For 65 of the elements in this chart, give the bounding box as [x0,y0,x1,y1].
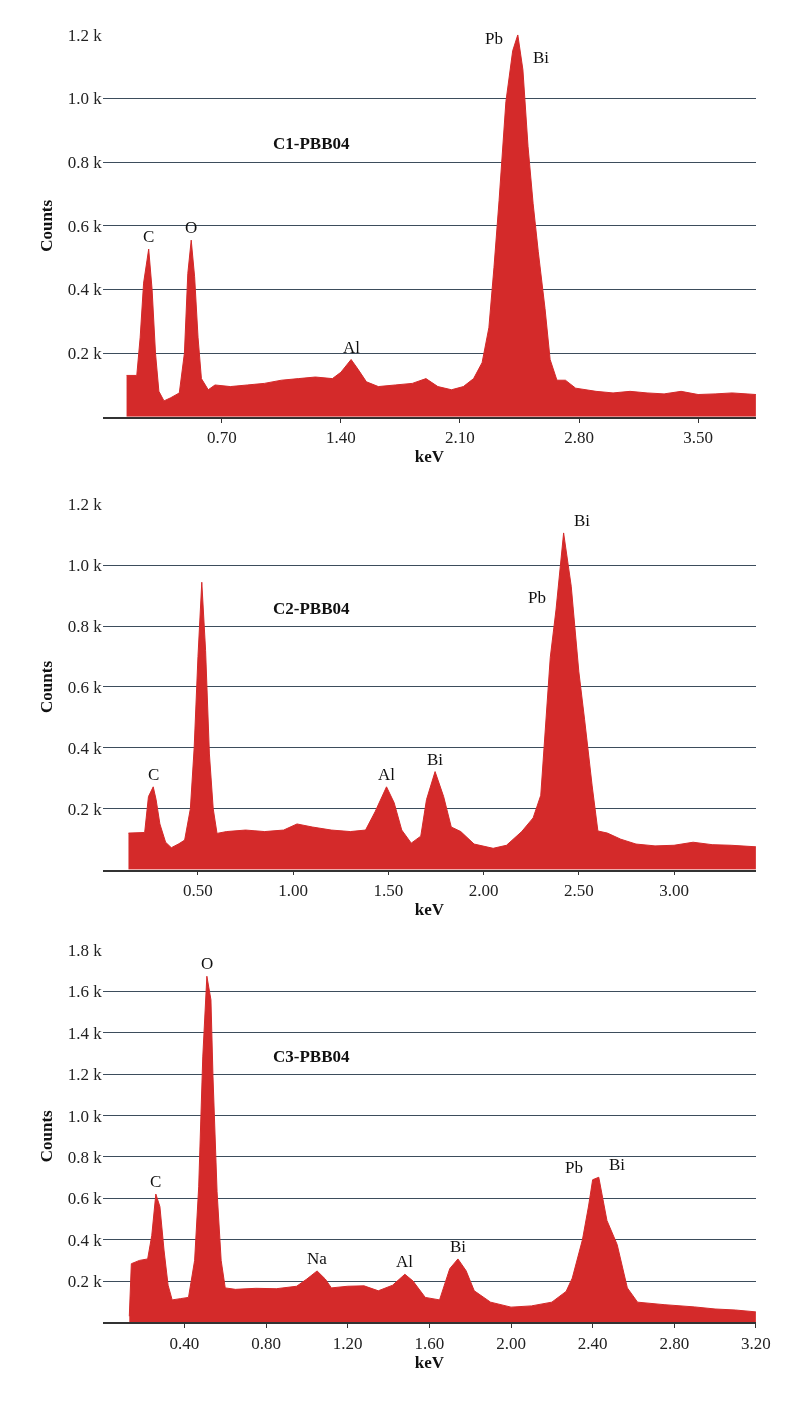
x-tick-label: 1.20 [332,1333,363,1353]
y-tick-label: 1.0 k [67,556,103,576]
y-tick-label: 1.2 k [67,495,103,515]
annotation: O [201,954,214,973]
annotation: Bi [574,511,591,530]
y-tick-label: 1.4 k [67,1023,103,1043]
y-tick-label: 1.2 k [67,1065,103,1085]
annotation: C [150,1172,162,1191]
y-tick-label: 0.4 k [67,280,103,300]
y-axis-title: Counts [37,1109,57,1163]
y-tick-label: 0.2 k [67,344,103,364]
x-tick-label: 1.40 [326,427,356,447]
x-tick-label: 1.50 [373,880,404,900]
y-tick-label: 1.2 k [67,25,103,45]
annotation: Bi [533,48,550,67]
x-tick-label: 2.50 [563,880,594,900]
x-axis-title: keV [414,1352,445,1372]
text: C1-PBB04 [273,134,350,153]
annotation: Na [307,1249,328,1268]
annotation: C [143,227,155,246]
annotation: Al [378,765,396,784]
y-tick-label: 0.4 k [67,738,103,758]
y-tick-label: 1.0 k [67,89,103,109]
x-tick-label: 0.80 [251,1333,281,1353]
y-tick-label: 0.6 k [67,1189,103,1209]
annotation: C [148,765,160,784]
annotation: Pb [565,1158,583,1177]
x-tick-label: 2.40 [577,1333,608,1353]
text: C2-PBB04 [273,599,350,618]
x-tick-label: 0.40 [169,1333,200,1353]
x-tick-label: 3.00 [659,880,689,900]
y-axis-title: Counts [37,199,57,252]
x-tick-label: 2.80 [659,1333,690,1353]
annotation: Bi [427,750,444,769]
x-axis-title: keV [414,446,445,466]
x-tick-label: 2.00 [496,1333,526,1353]
annotation: Pb [528,588,546,607]
y-tick-label: 0.4 k [67,1230,103,1250]
x-tick-label: 1.00 [278,880,309,900]
x-tick-label: 2.80 [564,427,594,447]
y-tick-label: 0.2 k [67,1272,103,1292]
x-tick-label: 2.10 [445,427,475,447]
annotation: Bi [609,1155,626,1174]
y-tick-label: 0.6 k [67,216,103,236]
y-tick-label: 1.8 k [67,941,103,961]
y-tick-label: 0.2 k [67,799,103,819]
annotation: Pb [485,29,503,48]
text: C3-PBB04 [273,1047,350,1066]
y-tick-label: 1.6 k [67,982,103,1002]
x-tick-label: 2.00 [468,880,499,900]
y-tick-label: 0.6 k [67,677,103,697]
annotation: Al [396,1252,414,1271]
x-axis-title: keV [414,899,445,919]
x-tick-label: 1.60 [414,1333,445,1353]
annotation: Bi [450,1237,467,1256]
y-tick-label: 0.8 k [67,1147,103,1167]
y-axis-title: Counts [37,660,57,713]
x-tick-label: 0.50 [183,880,213,900]
x-tick-label: 3.50 [683,427,713,447]
annotation: Al [343,338,361,357]
y-tick-label: 0.8 k [67,617,103,637]
y-tick-label: 0.8 k [67,153,103,173]
y-tick-label: 1.0 k [67,1106,103,1126]
x-tick-label: 3.20 [741,1333,771,1353]
x-tick-label: 0.70 [206,427,237,447]
